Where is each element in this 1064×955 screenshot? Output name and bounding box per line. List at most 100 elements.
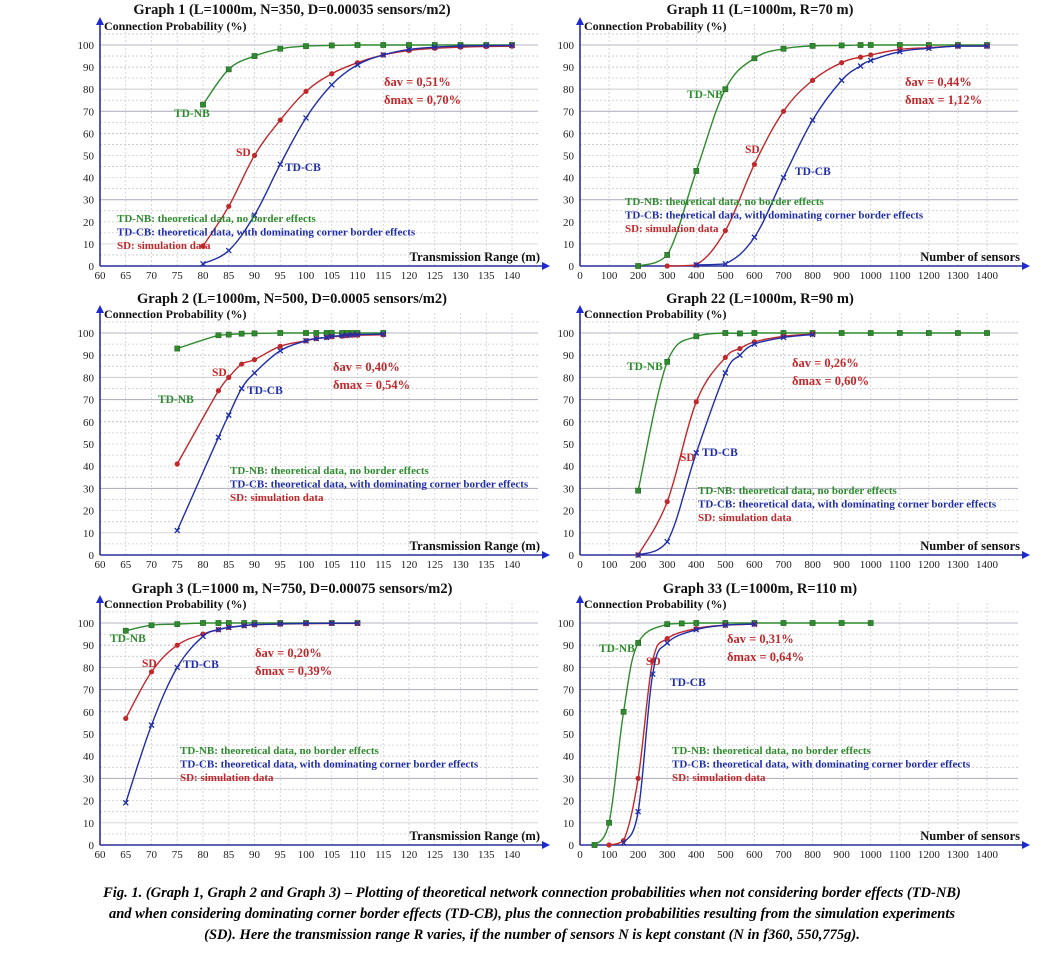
legend-td-nb: TD-NB: theoretical data, no border effec… <box>672 745 871 757</box>
y-tick-label: 90 <box>563 640 575 652</box>
caption-line-1: Fig. 1. (Graph 1, Graph 2 and Graph 3) –… <box>103 885 961 901</box>
data-point <box>354 331 361 338</box>
data-point <box>954 43 961 50</box>
x-tick-label: 135 <box>478 849 495 861</box>
data-point <box>664 640 671 646</box>
x-tick-label: 75 <box>172 849 184 861</box>
data-point <box>809 620 816 626</box>
data-point <box>693 333 700 340</box>
x-tick-label: 100 <box>601 270 618 282</box>
legend-sd: SD: simulation data <box>230 492 324 504</box>
x-tick-label: 80 <box>198 559 210 571</box>
legend-td-cb: TD-CB: theoretical data, with dominating… <box>672 759 971 771</box>
data-point <box>241 622 248 629</box>
x-tick-label: 100 <box>298 559 315 571</box>
x-tick-label: 1300 <box>947 270 970 282</box>
data-point <box>925 45 932 52</box>
data-point <box>926 330 932 336</box>
y-axis-arrow-icon <box>576 17 584 25</box>
data-point <box>780 174 787 181</box>
x-tick-label: 1400 <box>976 559 999 571</box>
y-tick-label: 90 <box>83 350 95 362</box>
series-td-nb: TD-NB <box>174 42 515 120</box>
data-point <box>200 243 206 249</box>
chart-title: Graph 2 (L=1000m, N=500, D=0.0005 sensor… <box>137 291 447 307</box>
x-tick-label: 100 <box>601 849 618 861</box>
x-tick-label: 95 <box>275 270 287 282</box>
data-point <box>649 671 656 678</box>
data-point <box>148 722 155 729</box>
series-label: TD-NB <box>599 643 635 655</box>
legend: TD-NB: theoretical data, no border effec… <box>698 485 997 524</box>
x-tick-label: 140 <box>504 270 521 282</box>
error-stats: δav = 0,31% δmax = 0,64% <box>727 632 804 664</box>
x-tick-label: 500 <box>717 559 734 571</box>
data-point <box>693 626 700 633</box>
data-point <box>896 330 903 336</box>
x-axis-arrow-icon <box>1022 841 1030 849</box>
data-point <box>693 168 700 174</box>
legend-td-cb: TD-CB: theoretical data, with dominating… <box>180 759 479 771</box>
data-point <box>303 620 309 627</box>
x-tick-label: 300 <box>659 849 676 861</box>
x-tick-label: 115 <box>375 559 392 571</box>
x-tick-label: 1200 <box>918 849 941 861</box>
series-label: SD <box>236 147 251 159</box>
data-point <box>215 434 222 441</box>
y-tick-label: 40 <box>83 173 95 185</box>
y-tick-label: 60 <box>83 417 95 429</box>
y-tick-label: 0 <box>569 550 575 562</box>
x-tick-label: 120 <box>401 270 418 282</box>
x-tick-label: 0 <box>577 270 583 282</box>
data-point <box>313 330 320 336</box>
legend-td-cb: TD-CB: theoretical data, with dominating… <box>698 499 997 511</box>
y-tick-label: 60 <box>83 707 95 719</box>
caption-line-3: (SD). Here the transmission range R vari… <box>204 927 860 943</box>
x-tick-label: 90 <box>249 270 261 282</box>
chart-graph1: 0 10 20 30 40 50 60 70 80 90 100 60 65 70 75 80 85 90 95 10… <box>78 2 550 282</box>
data-point <box>635 640 641 646</box>
y-tick-label: 90 <box>563 62 575 74</box>
y-tick-label: 30 <box>563 195 575 207</box>
delta-average: δav = 0,44% <box>905 75 972 89</box>
data-point <box>303 114 309 121</box>
data-point <box>736 352 743 359</box>
data-point <box>737 330 743 337</box>
data-point <box>780 45 787 52</box>
data-point <box>620 708 627 715</box>
data-point <box>838 42 845 49</box>
data-point <box>457 43 464 50</box>
x-tick-label: 120 <box>401 849 418 861</box>
legend-td-nb: TD-NB: theoretical data, no border effec… <box>180 745 379 757</box>
data-point <box>277 117 283 123</box>
legend-td-nb: TD-NB: theoretical data, no border effec… <box>698 485 897 497</box>
x-tick-label: 1000 <box>860 849 883 861</box>
data-point <box>215 626 222 633</box>
legend-sd: SD: simulation data <box>672 772 766 784</box>
x-tick-label: 100 <box>298 849 315 861</box>
y-tick-label: 0 <box>569 261 575 273</box>
data-point <box>857 42 864 48</box>
delta-maximum: δmax = 0,70% <box>384 93 461 107</box>
x-tick-label: 135 <box>478 270 495 282</box>
series-line <box>637 333 813 556</box>
x-tick-label: 700 <box>775 849 792 861</box>
data-point <box>200 620 206 626</box>
data-point <box>984 330 990 336</box>
chart-title: Graph 33 (L=1000m, R=110 m) <box>663 581 857 597</box>
x-tick-label: 75 <box>172 559 184 571</box>
y-tick-label: 0 <box>569 840 575 852</box>
legend: TD-NB: theoretical data, no border effec… <box>117 213 416 252</box>
data-point <box>722 228 728 234</box>
series-label: TD-NB <box>627 361 663 373</box>
data-point <box>751 161 758 167</box>
x-tick-label: 700 <box>775 559 792 571</box>
data-point <box>664 263 670 269</box>
data-point <box>329 71 335 77</box>
x-tick-label: 130 <box>452 270 469 282</box>
x-tick-label: 800 <box>804 270 821 282</box>
data-point <box>200 260 206 267</box>
y-tick-label: 20 <box>83 217 95 229</box>
data-point <box>303 88 309 95</box>
x-tick-label: 140 <box>504 559 521 571</box>
